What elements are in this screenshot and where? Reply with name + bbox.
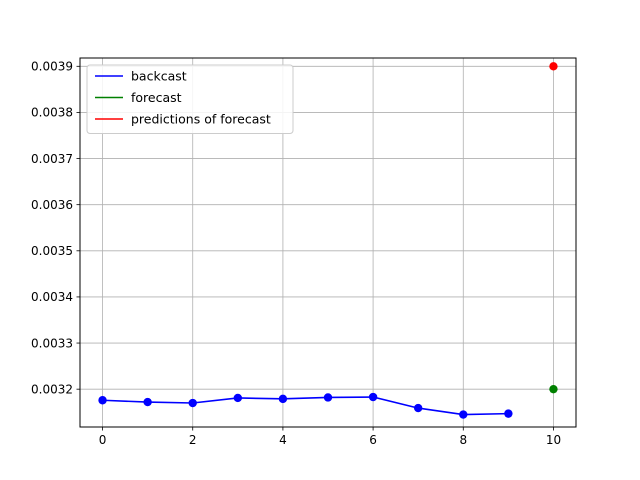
y-tick-label: 0.0039 bbox=[31, 60, 73, 74]
x-tick-label: 10 bbox=[546, 433, 561, 447]
legend-box bbox=[86, 64, 294, 134]
backcast-point bbox=[368, 392, 378, 402]
backcast-point bbox=[233, 393, 243, 403]
y-tick-label: 0.0032 bbox=[31, 382, 73, 396]
backcast-point bbox=[323, 393, 333, 402]
x-tick-label: 0 bbox=[99, 433, 107, 447]
y-tick-label: 0.0034 bbox=[31, 290, 73, 304]
axes-frame bbox=[79, 57, 577, 428]
backcast-point bbox=[278, 394, 288, 404]
x-tick-label: 2 bbox=[189, 433, 197, 447]
y-tick-label: 0.0037 bbox=[31, 152, 73, 166]
ticks: 0 2 4 6 8 10 0.0032 0.0033 0.0034 0.0035 0.0036 0.0… bbox=[31, 60, 561, 447]
backcast-point bbox=[459, 410, 468, 419]
legend: backcast forecast predictions of forecast bbox=[86, 64, 294, 134]
backcast-point bbox=[143, 397, 152, 407]
legend-label-forecast: forecast bbox=[131, 90, 182, 105]
backcast-point bbox=[504, 409, 513, 418]
series-layer bbox=[98, 62, 558, 419]
x-tick-label: 4 bbox=[279, 433, 287, 447]
x-tick-label: 8 bbox=[459, 433, 467, 447]
y-tick-label: 0.0033 bbox=[31, 336, 73, 350]
legend-label-predictions-of-forecast: predictions of forecast bbox=[131, 112, 271, 127]
y-tick-label: 0.0035 bbox=[31, 244, 73, 258]
backcast-point bbox=[98, 396, 107, 405]
legend-label-backcast: backcast bbox=[131, 69, 187, 84]
forecast-point bbox=[549, 384, 558, 394]
backcast-line bbox=[102, 396, 509, 416]
backcast-point bbox=[188, 398, 197, 408]
backcast-point bbox=[413, 403, 423, 413]
y-tick-label: 0.0036 bbox=[31, 198, 73, 212]
y-tick-label: 0.0038 bbox=[31, 106, 73, 120]
predictions-of-forecast-point bbox=[549, 62, 558, 71]
x-tick-label: 6 bbox=[369, 433, 377, 447]
